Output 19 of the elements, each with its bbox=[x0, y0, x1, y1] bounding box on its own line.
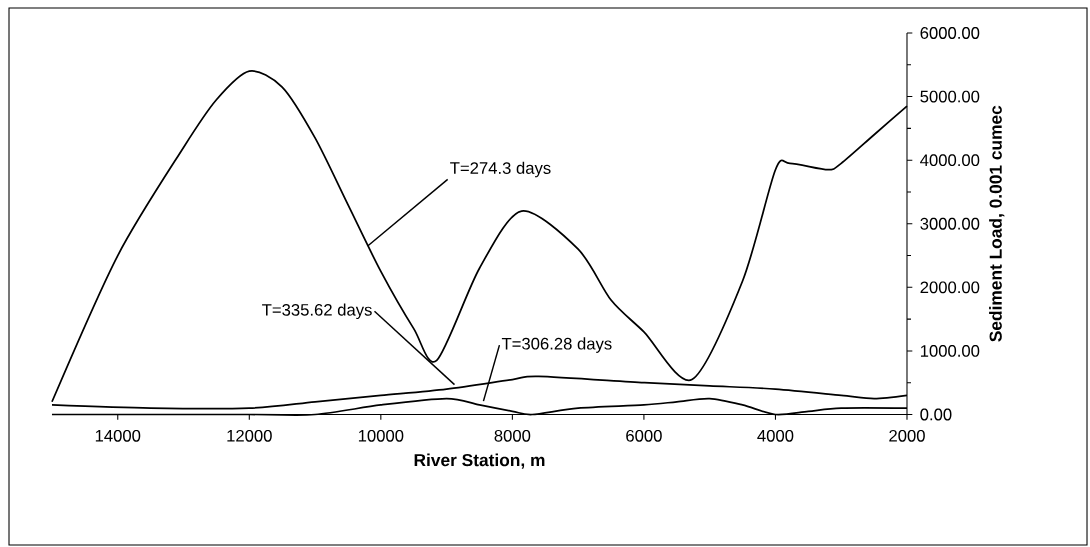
x-tick-label: 14000 bbox=[95, 429, 141, 442]
x-tick-label: 12000 bbox=[227, 429, 272, 442]
y-axis-title: Sediment Load, 0.001 cumec bbox=[989, 105, 1005, 342]
y-tick-label: 2000.00 bbox=[920, 281, 980, 294]
x-tick-label: 10000 bbox=[358, 429, 404, 442]
x-tick-label: 8000 bbox=[494, 429, 531, 442]
annotation: T=306.28 days bbox=[501, 337, 612, 353]
annotation: T=335.62 days bbox=[262, 303, 372, 320]
y-tick-label: 4000.00 bbox=[920, 154, 980, 167]
x-axis-title: River Station, m bbox=[414, 453, 545, 469]
y-tick-label: 0.00 bbox=[920, 408, 952, 421]
annotation: T=274.3 days bbox=[450, 161, 551, 178]
y-tick-label: 5000.00 bbox=[920, 90, 980, 103]
y-tick-label: 3000.00 bbox=[920, 217, 980, 230]
y-tick-label: 1000.00 bbox=[920, 345, 980, 357]
x-tick-label: 6000 bbox=[626, 429, 662, 442]
x-tick-label: 2000 bbox=[889, 429, 925, 442]
y-tick-label: 6000.00 bbox=[920, 27, 980, 39]
x-tick-label: 4000 bbox=[757, 429, 794, 442]
